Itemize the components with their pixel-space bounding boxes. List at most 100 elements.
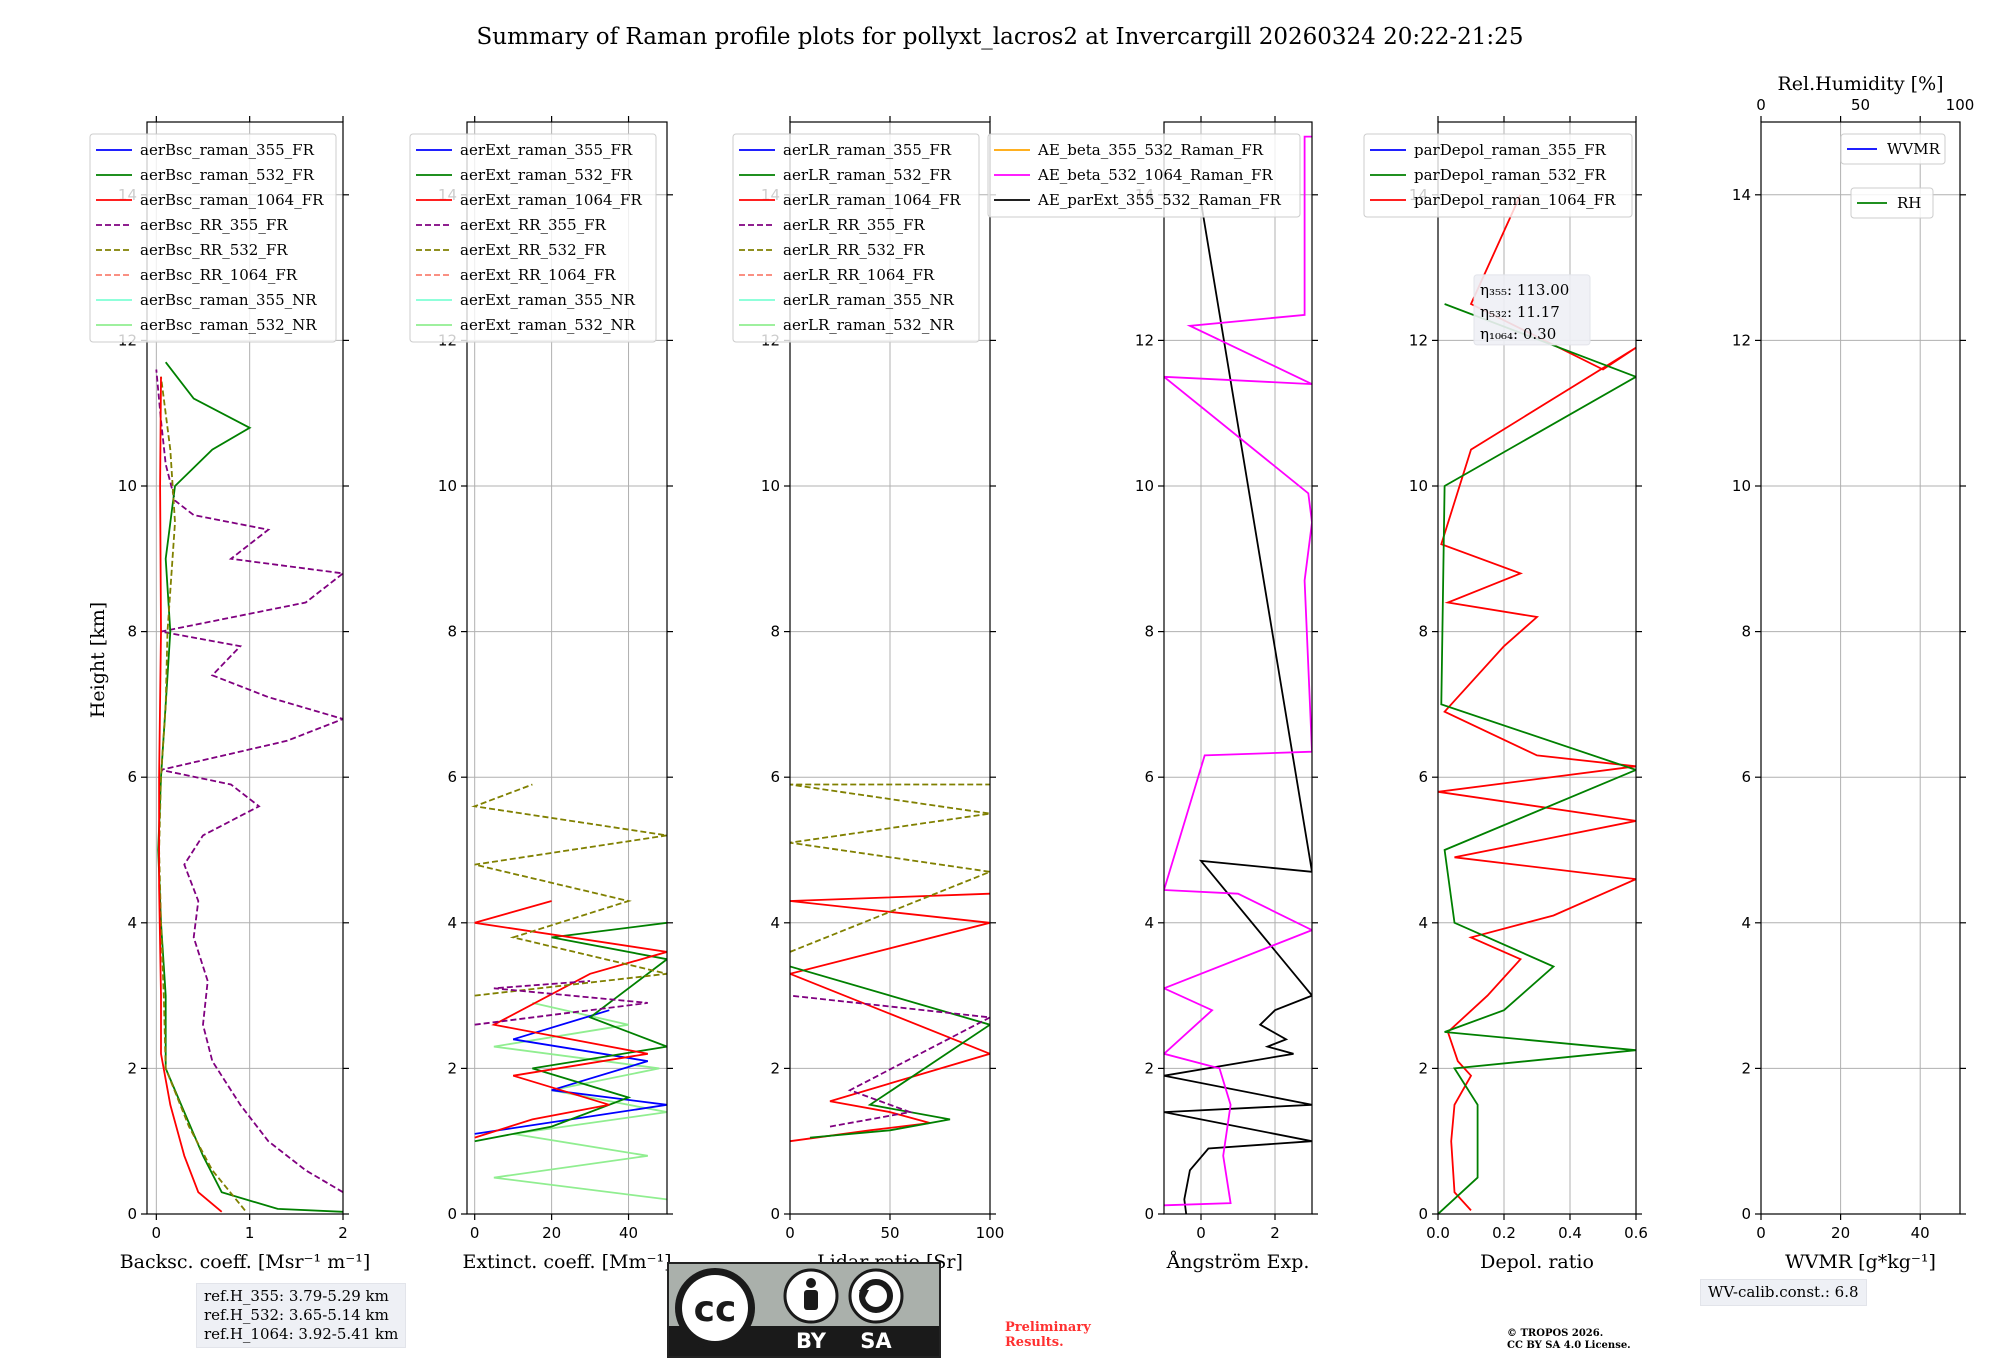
x-tick-label-ext-40: 40 — [619, 1224, 638, 1242]
eta-annotation-2: η₁₀₆₄: 0.30 — [1480, 325, 1556, 343]
copyright-note: © TROPOS 2026. CC BY SA 4.0 License. — [1507, 1328, 1631, 1352]
cc-logo-icon: cc BY SA — [669, 1268, 939, 1356]
y-tick-label-lr-0: 0 — [770, 1205, 780, 1223]
cc-license-badge[interactable]: cc BY SA — [667, 1262, 941, 1358]
legend-label-aerBsc_raman_1064_FR: aerBsc_raman_1064_FR — [140, 191, 324, 209]
y-tick-label-ext-6: 6 — [447, 768, 457, 786]
y-tick-label-ae-6: 6 — [1144, 768, 1154, 786]
y-tick-label-depol-2: 2 — [1418, 1059, 1428, 1077]
legend-label-aerLR_RR_355_FR: aerLR_RR_355_FR — [783, 216, 925, 234]
legend-label-aerBsc_RR_355_FR: aerBsc_RR_355_FR — [140, 216, 288, 234]
y-tick-label-ae-10: 10 — [1135, 477, 1154, 495]
y-tick-label-lr-4: 4 — [770, 914, 780, 932]
y-tick-label-wv-0: 0 — [1741, 1205, 1751, 1223]
x-tick-label-depol-0.4: 0.4 — [1558, 1224, 1582, 1242]
y-tick-label-wv-6: 6 — [1741, 768, 1751, 786]
legend-label-aerExt_raman_1064_FR: aerExt_raman_1064_FR — [460, 191, 642, 209]
x-tick-label-lr-100: 100 — [976, 1224, 1005, 1242]
ref-height-355: ref.H_355: 3.79-5.29 km — [204, 1287, 389, 1305]
legend-label-aerBsc_raman_355_NR: aerBsc_raman_355_NR — [140, 291, 317, 309]
x-axis-label-wv: WVMR [g*kg⁻¹] — [1785, 1251, 1936, 1273]
y-tick-label-wv-14: 14 — [1732, 186, 1751, 204]
y-tick-label-ext-2: 2 — [447, 1059, 457, 1077]
legend-label-aerExt_raman_532_FR: aerExt_raman_532_FR — [460, 166, 633, 184]
series-parDepol_raman_532_FR — [1438, 303, 1636, 1214]
x-tick-label-bsc-2: 2 — [338, 1224, 348, 1242]
legend-label-aerBsc_raman_532_NR: aerBsc_raman_532_NR — [140, 316, 317, 334]
x-tick-label-ae-0: 0 — [1196, 1224, 1206, 1242]
y-tick-label-wv-2: 2 — [1741, 1059, 1751, 1077]
series-parDepol_raman_1064_FR — [1438, 194, 1636, 1212]
x-tick-label-lr-50: 50 — [880, 1224, 899, 1242]
y-tick-label-depol-0: 0 — [1418, 1205, 1428, 1223]
x-tick-label-depol-0.2: 0.2 — [1492, 1224, 1516, 1242]
legend-box-wv-1 — [1850, 187, 1934, 219]
legend-label-aerBsc_RR_1064_FR: aerBsc_RR_1064_FR — [140, 266, 298, 284]
axes-frame-wv — [1760, 121, 1961, 1215]
series-aerLR_RR_532_FR — [790, 783, 990, 953]
legend-label-WVMR: WVMR — [1887, 140, 1941, 158]
legend-box-bsc — [89, 133, 337, 343]
y-tick-label-bsc-6: 6 — [127, 768, 137, 786]
axes-frame-ext — [466, 121, 668, 1215]
x-axis-label-depol: Depol. ratio — [1480, 1251, 1594, 1273]
ref-height-532: ref.H_532: 3.65-5.14 km — [204, 1306, 389, 1324]
legend-label-aerExt_RR_1064_FR: aerExt_RR_1064_FR — [460, 266, 616, 284]
series-group-ext — [471, 783, 667, 1201]
legend-box-wv-0 — [1840, 133, 1946, 165]
cc-sa-label: SA — [860, 1329, 892, 1353]
wv-calibration-box: WV-calib.const.: 6.8 — [1700, 1279, 1867, 1306]
reference-heights-box: ref.H_355: 3.79-5.29 km ref.H_532: 3.65-… — [196, 1283, 407, 1348]
top-x-tick-label-wv-50: 50 — [1851, 96, 1870, 114]
x-tick-label-depol-0.6: 0.6 — [1624, 1224, 1648, 1242]
legend-label-aerExt_raman_532_NR: aerExt_raman_532_NR — [460, 316, 636, 334]
legend-label-AE_beta_355_532_Raman_FR: AE_beta_355_532_Raman_FR — [1037, 141, 1264, 159]
x-tick-label-ext-0: 0 — [470, 1224, 480, 1242]
svg-text:cc: cc — [694, 1289, 737, 1330]
x-axis-label-bsc: Backsc. coeff. [Msr⁻¹ m⁻¹] — [120, 1251, 371, 1273]
legend-label-aerLR_raman_355_NR: aerLR_raman_355_NR — [783, 291, 954, 309]
preliminary-results-note: Preliminary Results. — [1005, 1320, 1091, 1350]
legend-label-aerBsc_raman_532_FR: aerBsc_raman_532_FR — [140, 166, 315, 184]
y-tick-label-depol-12: 12 — [1409, 331, 1428, 349]
series-aerExt_RR_355_FR — [474, 980, 648, 1026]
legend-box-lr — [732, 133, 980, 343]
series-group-ae — [1164, 135, 1312, 1214]
series-aerExt_raman_532_FR — [474, 921, 667, 1143]
panels: 0 2 4 6 8 10 12 14 0 12 Backsc. coeff. [Msr⁻¹ m⁻¹]… — [89, 73, 1975, 1273]
figure-title: Summary of Raman profile plots for polly… — [477, 24, 1524, 50]
legend-label-aerExt_RR_532_FR: aerExt_RR_532_FR — [460, 241, 607, 259]
legend-label-aerLR_raman_355_FR: aerLR_raman_355_FR — [783, 141, 952, 159]
legend-box-ext — [409, 133, 657, 343]
copyright-line-1: © TROPOS 2026. — [1507, 1328, 1604, 1339]
series-group-lr — [790, 783, 990, 1143]
top-x-axis-label-wv: Rel.Humidity [%] — [1777, 73, 1943, 95]
legend-box-ae — [987, 133, 1301, 218]
copyright-line-2: CC BY SA 4.0 License. — [1507, 1340, 1631, 1351]
top-x-tick-label-wv-100: 100 — [1946, 96, 1975, 114]
y-tick-label-depol-4: 4 — [1418, 914, 1428, 932]
y-tick-label-ext-10: 10 — [438, 477, 457, 495]
eta-annotation-box — [1473, 274, 1591, 346]
y-tick-label-wv-4: 4 — [1741, 914, 1751, 932]
y-tick-label-ae-12: 12 — [1135, 331, 1154, 349]
cc-by-label: BY — [796, 1329, 827, 1353]
y-tick-label-wv-12: 12 — [1732, 331, 1751, 349]
legend-label-parDepol_raman_1064_FR: parDepol_raman_1064_FR — [1414, 191, 1616, 209]
top-x-tick-label-wv-0: 0 — [1756, 96, 1766, 114]
preliminary-line-1: Preliminary — [1005, 1320, 1091, 1335]
y-tick-label-ae-8: 8 — [1144, 623, 1154, 641]
y-tick-label-ext-0: 0 — [447, 1205, 457, 1223]
legend-label-aerExt_RR_355_FR: aerExt_RR_355_FR — [460, 216, 607, 234]
legend-label-parDepol_raman_532_FR: parDepol_raman_532_FR — [1414, 166, 1607, 184]
y-tick-label-ae-2: 2 — [1144, 1059, 1154, 1077]
y-tick-label-wv-10: 10 — [1732, 477, 1751, 495]
legend-label-aerLR_raman_532_FR: aerLR_raman_532_FR — [783, 166, 952, 184]
series-aerBsc_raman_1064_FR — [158, 376, 223, 1213]
y-tick-label-ae-4: 4 — [1144, 914, 1154, 932]
x-tick-label-ae-2: 2 — [1270, 1224, 1280, 1242]
legend-label-aerLR_RR_532_FR: aerLR_RR_532_FR — [783, 241, 925, 259]
y-tick-label-depol-10: 10 — [1409, 477, 1428, 495]
